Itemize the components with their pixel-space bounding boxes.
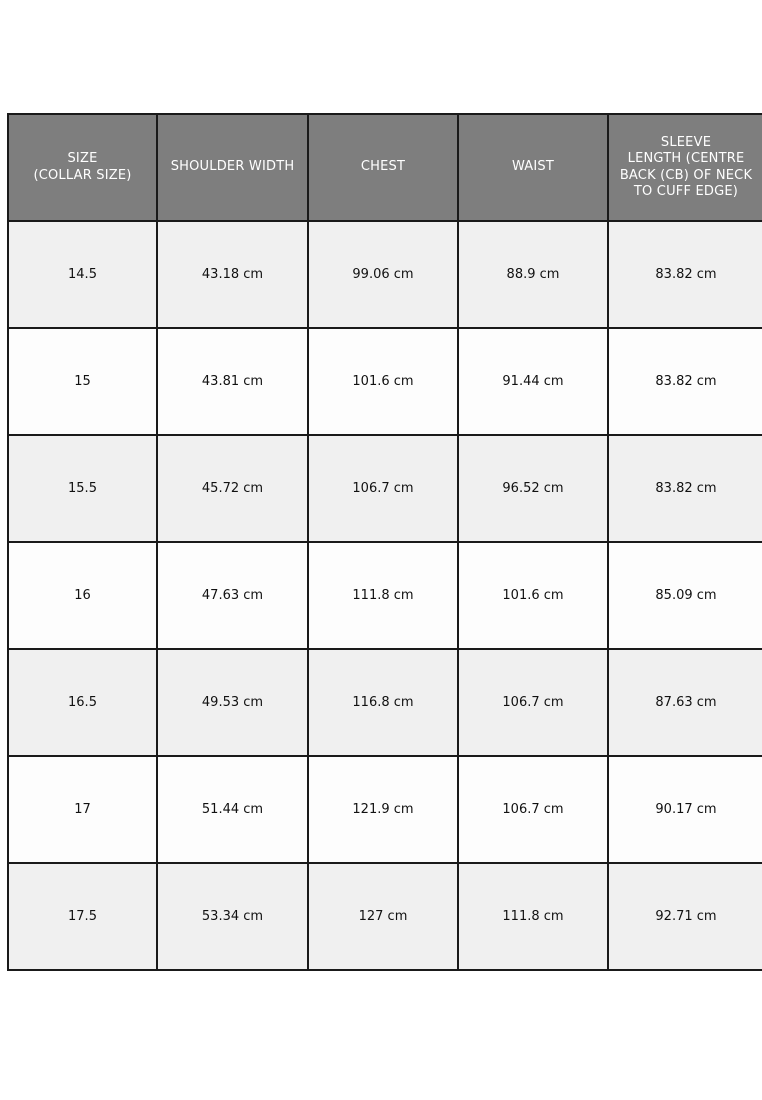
cell-shoulder-width: 43.81 cm [156, 327, 309, 436]
cell-size: 14.5 [7, 220, 158, 329]
cell-size: 16 [7, 541, 158, 650]
cell-shoulder-width: 45.72 cm [156, 434, 309, 543]
table-row: 17 51.44 cm 121.9 cm 106.7 cm 90.17 cm [7, 755, 762, 864]
cell-waist: 106.7 cm [457, 755, 609, 864]
cell-shoulder-width: 47.63 cm [156, 541, 309, 650]
cell-chest: 101.6 cm [307, 327, 459, 436]
column-header-size: SIZE (COLLAR SIZE) [7, 113, 158, 222]
table-row: 15.5 45.72 cm 106.7 cm 96.52 cm 83.82 cm [7, 434, 762, 543]
table-row: 16.5 49.53 cm 116.8 cm 106.7 cm 87.63 cm [7, 648, 762, 757]
table-row: 14.5 43.18 cm 99.06 cm 88.9 cm 83.82 cm [7, 220, 762, 329]
column-header-sleeve-length: SLEEVE LENGTH (CENTRE BACK (CB) OF NECK … [607, 113, 762, 222]
cell-shoulder-width: 53.34 cm [156, 862, 309, 971]
table-row: 15 43.81 cm 101.6 cm 91.44 cm 83.82 cm [7, 327, 762, 436]
cell-waist: 101.6 cm [457, 541, 609, 650]
size-chart-table: SIZE (COLLAR SIZE) SHOULDER WIDTH CHEST … [7, 113, 762, 971]
cell-waist: 106.7 cm [457, 648, 609, 757]
cell-chest: 121.9 cm [307, 755, 459, 864]
cell-waist: 96.52 cm [457, 434, 609, 543]
cell-size: 15 [7, 327, 158, 436]
cell-chest: 106.7 cm [307, 434, 459, 543]
cell-waist: 111.8 cm [457, 862, 609, 971]
cell-chest: 127 cm [307, 862, 459, 971]
cell-size: 17.5 [7, 862, 158, 971]
cell-shoulder-width: 49.53 cm [156, 648, 309, 757]
cell-size: 16.5 [7, 648, 158, 757]
cell-shoulder-width: 43.18 cm [156, 220, 309, 329]
table-row: 17.5 53.34 cm 127 cm 111.8 cm 92.71 cm [7, 862, 762, 971]
cell-sleeve-length: 92.71 cm [607, 862, 762, 971]
header-row: SIZE (COLLAR SIZE) SHOULDER WIDTH CHEST … [7, 113, 762, 222]
cell-waist: 91.44 cm [457, 327, 609, 436]
cell-chest: 111.8 cm [307, 541, 459, 650]
cell-size: 15.5 [7, 434, 158, 543]
cell-sleeve-length: 87.63 cm [607, 648, 762, 757]
cell-sleeve-length: 85.09 cm [607, 541, 762, 650]
column-header-chest: CHEST [307, 113, 459, 222]
table-row: 16 47.63 cm 111.8 cm 101.6 cm 85.09 cm [7, 541, 762, 650]
cell-waist: 88.9 cm [457, 220, 609, 329]
cell-chest: 99.06 cm [307, 220, 459, 329]
column-header-waist: WAIST [457, 113, 609, 222]
column-header-shoulder-width: SHOULDER WIDTH [156, 113, 309, 222]
cell-sleeve-length: 83.82 cm [607, 220, 762, 329]
cell-sleeve-length: 90.17 cm [607, 755, 762, 864]
cell-shoulder-width: 51.44 cm [156, 755, 309, 864]
cell-sleeve-length: 83.82 cm [607, 327, 762, 436]
cell-sleeve-length: 83.82 cm [607, 434, 762, 543]
cell-chest: 116.8 cm [307, 648, 459, 757]
cell-size: 17 [7, 755, 158, 864]
